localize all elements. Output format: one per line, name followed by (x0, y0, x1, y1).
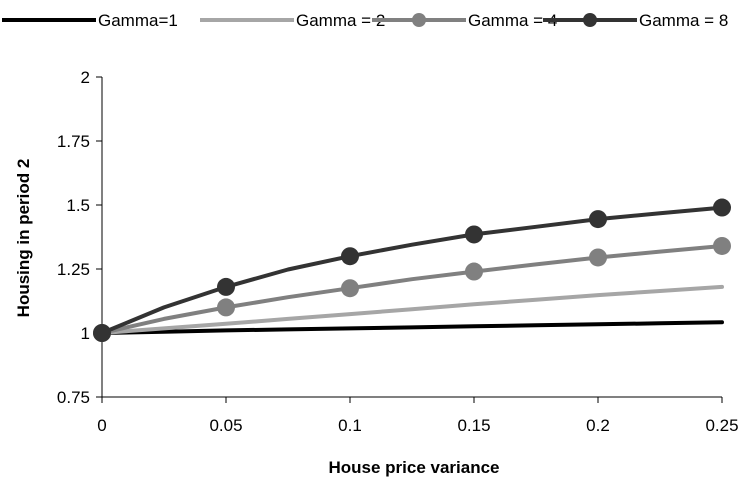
legend-label: Gamma = 4 (468, 11, 557, 30)
x-tick-label: 0.1 (338, 416, 362, 435)
x-axis-label: House price variance (328, 458, 499, 477)
series-line (100, 205, 724, 335)
series-layer (93, 198, 731, 342)
data-point (341, 279, 359, 298)
x-tick-label: 0.25 (705, 416, 738, 435)
data-point (589, 210, 607, 229)
y-tick-label: 1.25 (57, 260, 90, 279)
data-point (465, 262, 483, 281)
axes: 0.75 1 1.25 1.5 1.75 2 0 0.05 0.1 0.15 0.2 0.25 (57, 68, 739, 435)
data-point (465, 225, 483, 244)
data-point (589, 248, 607, 267)
series-line (100, 284, 724, 335)
legend-label: Gamma=1 (98, 11, 178, 30)
legend-marker (583, 13, 597, 27)
series-line (100, 244, 724, 335)
y-tick-label: 0.75 (57, 388, 90, 407)
legend-label: Gamma = 2 (296, 11, 385, 30)
x-tick-label: 0 (97, 416, 106, 435)
data-point (341, 247, 359, 266)
legend-marker (412, 13, 426, 27)
data-point (93, 324, 111, 342)
series-line (100, 320, 724, 335)
y-tick-label: 2 (81, 68, 90, 87)
data-point (713, 198, 731, 217)
y-tick-label: 1 (81, 324, 90, 343)
y-tick-label: 1.5 (66, 196, 90, 215)
legend: Gamma=1 Gamma = 2 Gamma = 4 Gamma = 8 (2, 11, 728, 30)
y-axis-label: Housing in period 2 (14, 159, 33, 318)
data-point (217, 277, 235, 296)
y-tick-label: 1.75 (57, 132, 90, 151)
data-point (713, 236, 731, 255)
x-tick-label: 0.05 (209, 416, 242, 435)
data-point (217, 298, 235, 317)
x-tick-label: 0.15 (457, 416, 490, 435)
x-tick-label: 0.2 (586, 416, 610, 435)
legend-label: Gamma = 8 (639, 11, 728, 30)
